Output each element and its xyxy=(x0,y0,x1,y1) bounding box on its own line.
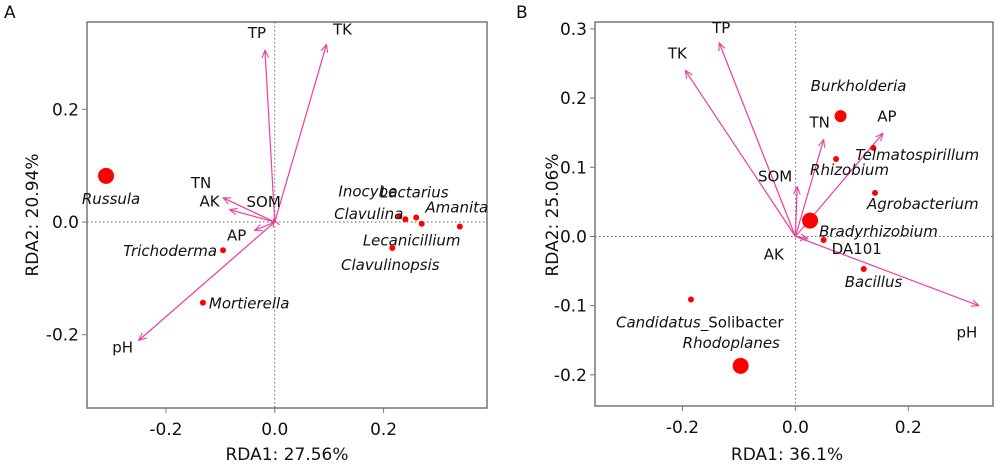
plot-frame xyxy=(594,21,994,407)
y-axis-label: RDA2: 20.94% xyxy=(23,153,43,276)
taxon-point xyxy=(98,167,115,184)
taxon-label: Bacillus xyxy=(845,273,903,291)
x-tick-label: 0.2 xyxy=(895,418,922,438)
env-vector-ak xyxy=(230,210,275,223)
taxon-point xyxy=(413,214,420,221)
x-tick-label: -0.2 xyxy=(149,420,182,440)
y-tick-label: -0.2 xyxy=(554,366,587,386)
env-vector-tn xyxy=(223,198,276,223)
taxon-label: Inocybe xyxy=(338,182,397,200)
taxon-label: Bradyrhizobium xyxy=(819,223,938,241)
taxon-point xyxy=(389,244,396,251)
taxon-point xyxy=(802,212,819,229)
x-axis-label: RDA1: 36.1% xyxy=(731,445,843,465)
x-tick-label: 0.0 xyxy=(782,418,809,438)
taxon-label: Candidatus_Solibacter xyxy=(616,313,784,332)
taxon-point xyxy=(456,223,463,230)
env-vector-label: AK xyxy=(764,246,785,264)
x-tick-label: 0.0 xyxy=(261,420,288,440)
x-axis-label: RDA1: 27.56% xyxy=(225,445,348,465)
taxon-label: Agrobacterium xyxy=(866,195,979,213)
taxon-point xyxy=(220,247,227,254)
y-tick-label: -0.1 xyxy=(554,297,587,317)
env-vector-label: AK xyxy=(200,193,221,211)
env-vector-ap xyxy=(255,221,275,230)
taxon-label: DA101 xyxy=(832,240,882,258)
taxon-label: Rhizobium xyxy=(810,161,889,179)
taxon-point xyxy=(402,216,409,223)
taxon-point xyxy=(872,189,879,196)
taxon-label: Burkholderia xyxy=(811,77,907,95)
taxon-label: Clavulinopsis xyxy=(341,256,440,274)
taxon-label: Mortierella xyxy=(209,295,290,313)
env-vector-label: TK xyxy=(332,21,353,39)
y-tick-label: 0.3 xyxy=(560,20,587,40)
y-tick-label: 0.1 xyxy=(560,158,587,178)
taxon-label: Rhodoplanes xyxy=(683,334,780,352)
env-vector-label: pH xyxy=(956,324,977,342)
plot-frame xyxy=(86,21,488,409)
env-vector-label: TK xyxy=(667,44,688,62)
panel-label: B xyxy=(516,3,528,23)
y-tick-label: 0.0 xyxy=(560,227,587,247)
taxon-point xyxy=(732,357,749,374)
y-tick-label: 0.2 xyxy=(52,100,79,120)
taxon-label: Russula xyxy=(82,190,140,208)
env-vector-tp xyxy=(719,43,796,237)
env-vector-label: TN xyxy=(808,114,829,132)
y-tick-label: -0.2 xyxy=(46,326,79,346)
taxon-point xyxy=(833,155,840,162)
taxon-label: Clavulina xyxy=(334,205,403,223)
env-vector-label: AP xyxy=(227,226,246,244)
env-vector-som xyxy=(274,219,275,222)
env-vector-tk xyxy=(685,70,796,237)
taxon-label: Telmatospirillum xyxy=(855,146,979,164)
env-vector-label: TP xyxy=(247,24,266,42)
panel-label: A xyxy=(4,3,16,23)
x-tick-label: -0.2 xyxy=(666,418,699,438)
taxon-label: Lecanicillium xyxy=(363,232,461,250)
taxon-point xyxy=(820,236,827,243)
y-tick-label: 0.0 xyxy=(52,213,79,233)
env-vector-ph xyxy=(139,221,276,340)
y-tick-label: 0.2 xyxy=(560,89,587,109)
taxon-label: Lactarius xyxy=(380,184,449,202)
taxon-point xyxy=(418,220,425,227)
taxon-point xyxy=(199,299,206,306)
taxon-point xyxy=(834,110,847,123)
env-vector-label: SOM xyxy=(247,193,281,211)
env-vector-ph xyxy=(795,235,978,305)
taxon-point xyxy=(396,213,403,220)
taxon-point xyxy=(687,296,694,303)
env-vector-label: TP xyxy=(711,19,730,37)
env-vector-label: pH xyxy=(112,338,133,356)
taxon-point xyxy=(860,266,867,273)
x-tick-label: 0.2 xyxy=(370,420,397,440)
env-vector-label: SOM xyxy=(758,168,792,186)
taxon-label: Amanita xyxy=(424,199,488,217)
panel-b: B -0.2 0.0 0.2 -0.2 -0.1 0.0 0.1 0.2 0.3 RDA1: 36.… xyxy=(516,3,994,465)
env-vector-tp xyxy=(265,50,276,223)
env-vector-tn xyxy=(794,140,823,237)
panel-a: A -0.2 0.0 0.2 -0.2 0.0 0.2 RDA1: 27.56% RDA2: 2… xyxy=(4,3,488,465)
taxon-point xyxy=(870,144,877,151)
taxon-label: Trichoderma xyxy=(123,242,217,260)
env-vector-som xyxy=(795,187,797,237)
env-vector-tk xyxy=(274,45,327,223)
y-axis-label: RDA2: 25.06% xyxy=(543,153,563,276)
env-vector-label: TN xyxy=(190,174,211,192)
env-vector-label: AP xyxy=(877,107,896,125)
